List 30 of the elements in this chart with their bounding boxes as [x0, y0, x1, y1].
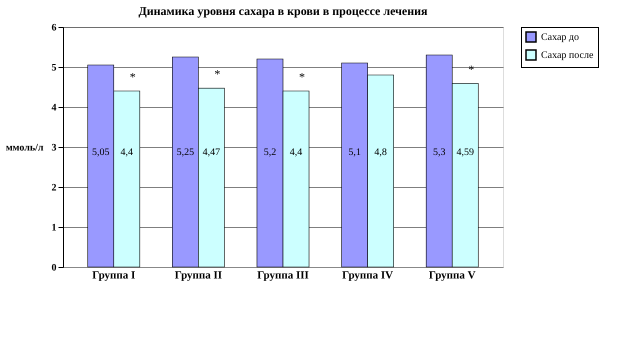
legend-label: Сахар после — [541, 50, 594, 61]
data-label: 5,3 — [432, 146, 446, 158]
data-label: 4,4 — [120, 146, 134, 158]
x-tick-label: Группа IV — [342, 270, 394, 282]
data-label: 4,8 — [374, 146, 387, 158]
annotation: * — [299, 70, 306, 84]
x-tick-label: Группа III — [257, 270, 309, 282]
data-label: 5,1 — [348, 146, 361, 158]
data-label: 4,47 — [202, 146, 220, 158]
data-label: 4,59 — [456, 146, 474, 158]
y-tick-label: 3 — [52, 142, 56, 154]
y-axis-title: ммоль/л — [6, 142, 44, 154]
legend-label: Сахар до — [541, 32, 580, 43]
data-label: 4,4 — [290, 146, 302, 158]
x-tick-label: Группа V — [428, 270, 476, 282]
x-tick-label: Группа II — [174, 270, 222, 282]
annotation: * — [130, 70, 136, 84]
y-tick-label: 6 — [52, 22, 56, 34]
annotation: * — [468, 62, 474, 76]
y-tick-label: 5 — [52, 62, 56, 74]
data-label: 5,05 — [92, 146, 110, 158]
x-tick-label: Группа I — [92, 270, 136, 282]
data-label: 5,2 — [264, 146, 276, 158]
y-tick-label: 2 — [52, 182, 56, 194]
chart-title: Динамика уровня сахара в крови в процессе лечения — [138, 4, 428, 18]
annotation: * — [214, 67, 220, 82]
y-tick-label: 0 — [52, 262, 56, 274]
data-label: 5,25 — [176, 146, 194, 158]
y-tick-label: 4 — [52, 102, 56, 114]
y-tick-label: 1 — [52, 222, 56, 234]
